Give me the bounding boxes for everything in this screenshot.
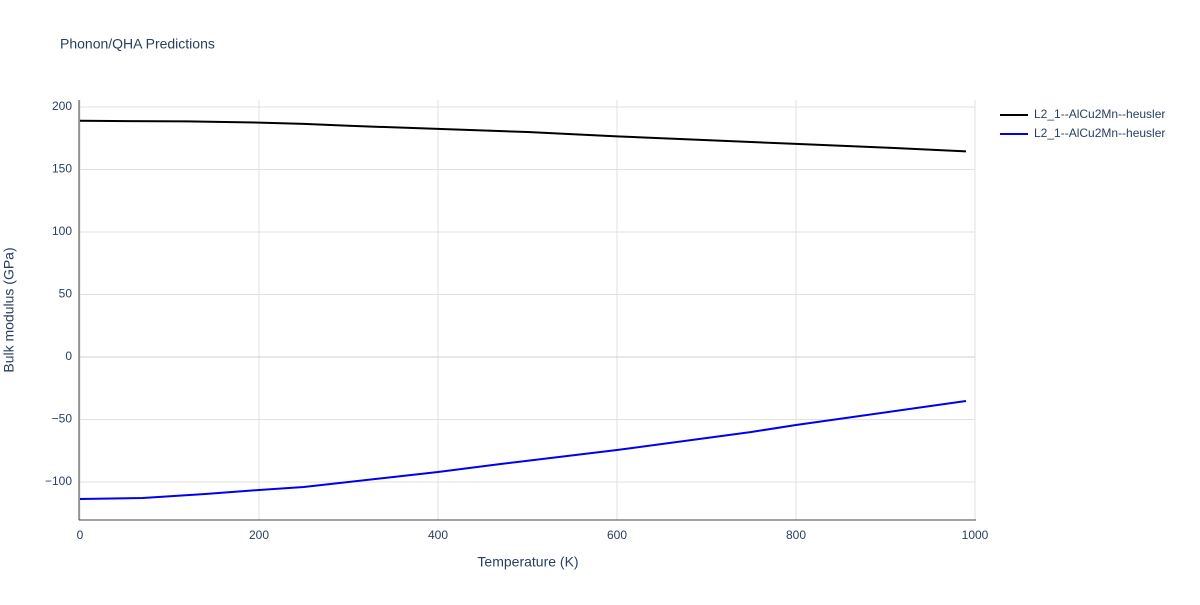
series-line	[79, 119, 967, 153]
plot	[79, 119, 967, 500]
series-line	[79, 400, 967, 500]
x-tick-label: 1000	[962, 528, 989, 542]
y-tick-label: 0	[65, 349, 72, 363]
grid	[79, 100, 976, 520]
x-tick-label: 200	[249, 528, 269, 542]
x-axis-label: Temperature (K)	[477, 554, 578, 570]
y-tick-label: 150	[52, 162, 72, 176]
y-tick-label: 50	[59, 287, 73, 301]
legend-label: L2_1--AlCu2Mn--heusler	[1034, 107, 1165, 121]
x-tick-label: 600	[607, 528, 627, 542]
legend-label: L2_1--AlCu2Mn--heusler	[1034, 126, 1165, 140]
x-tick-label: 800	[786, 528, 806, 542]
y-tick-label: −100	[45, 474, 72, 488]
chart-title: Phonon/QHA Predictions	[60, 36, 215, 52]
y-tick-label: −50	[52, 412, 73, 426]
x-tick-label: 0	[77, 528, 84, 542]
y-axis-label: Bulk modulus (GPa)	[1, 247, 17, 372]
y-tick-label: 200	[52, 99, 72, 113]
y-tick-label: 100	[52, 224, 72, 238]
x-tick-label: 400	[428, 528, 448, 542]
